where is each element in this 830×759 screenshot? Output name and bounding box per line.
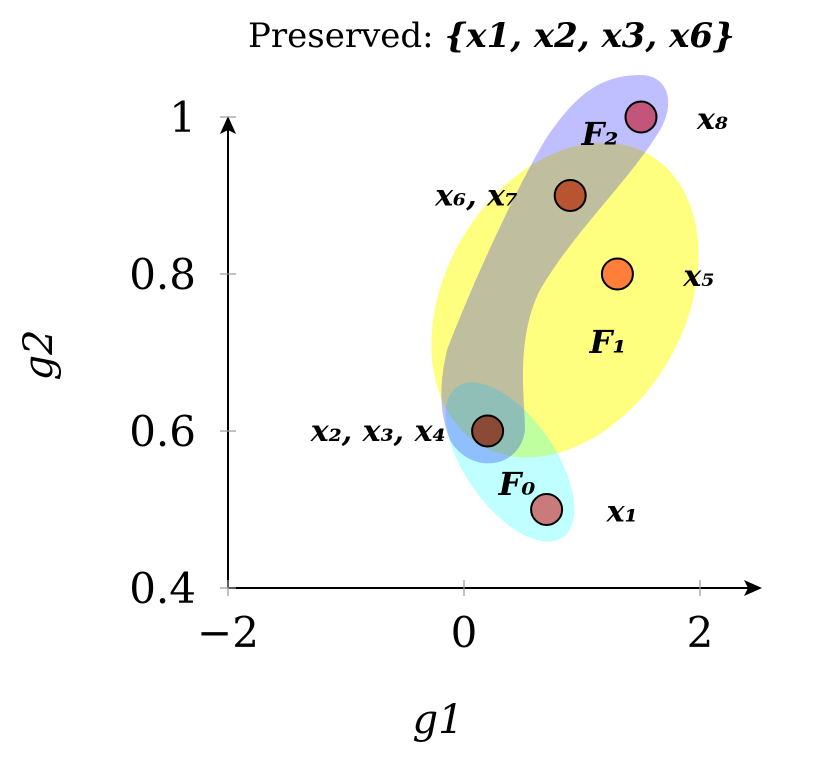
x-tick-label: −2 bbox=[197, 608, 259, 657]
front-regions bbox=[431, 75, 699, 542]
point-label-x8: 𝒙₈ bbox=[696, 102, 728, 137]
data-point-x1 bbox=[530, 493, 564, 526]
front-f2-region bbox=[441, 75, 669, 464]
x-tick-label: 2 bbox=[687, 608, 714, 657]
y-tick-label: 1 bbox=[169, 93, 196, 142]
data-point-x5 bbox=[600, 257, 634, 291]
front-label-f0: F₀ bbox=[498, 465, 536, 503]
chart-title-set: {x1, x2, x3, x6} bbox=[444, 16, 734, 56]
front-label-f1: F₁ bbox=[589, 323, 627, 361]
front-f1-region bbox=[431, 142, 699, 458]
data-point-x6-x7 bbox=[553, 179, 587, 212]
ticks: −2 0 2 0.4 0.6 0.8 1 bbox=[129, 93, 713, 657]
x-axis-arrow bbox=[744, 580, 762, 596]
chart-title: Preserved: {x1, x2, x3, x6} bbox=[248, 16, 735, 56]
point-label-x5: 𝒙₅ bbox=[682, 259, 714, 294]
axes bbox=[220, 116, 762, 596]
y-tick-label: 0.8 bbox=[129, 250, 196, 299]
chart-title-prefix: Preserved: bbox=[248, 16, 444, 56]
x-axis-title: g1 bbox=[412, 697, 463, 743]
y-tick-label: 0.6 bbox=[129, 407, 196, 456]
x-tick-label: 0 bbox=[451, 608, 478, 657]
data-point-x2-x3-x4 bbox=[471, 414, 505, 448]
point-label-x6-x7: 𝒙₆, 𝒙₇ bbox=[434, 179, 518, 214]
front-label-f2: F₂ bbox=[581, 115, 619, 153]
point-labels: 𝒙₁ 𝒙₂, 𝒙₃, 𝒙₄ 𝒙₅ 𝒙₆, 𝒙₇ 𝒙₈ bbox=[310, 102, 728, 530]
data-points bbox=[471, 100, 658, 526]
y-axis-arrow bbox=[220, 116, 236, 134]
point-label-x1: 𝒙₁ bbox=[606, 495, 638, 530]
data-point-x8 bbox=[624, 100, 658, 134]
y-tick-label: 0.4 bbox=[129, 564, 196, 613]
front-labels: F₀ F₁ F₂ bbox=[498, 115, 627, 503]
y-axis-title: g2 bbox=[16, 329, 62, 380]
point-label-x2-x3-x4: 𝒙₂, 𝒙₃, 𝒙₄ bbox=[310, 414, 446, 449]
